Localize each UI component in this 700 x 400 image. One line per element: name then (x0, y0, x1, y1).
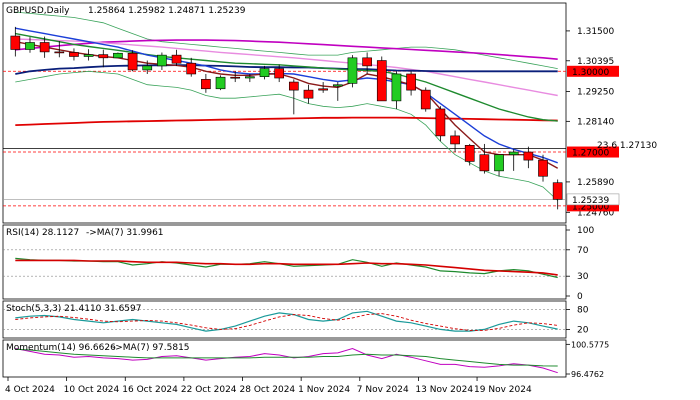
candle-body-8 (127, 52, 138, 71)
stoch-d-line (15, 313, 558, 331)
candle-body-23 (347, 57, 358, 84)
candle-body-10 (157, 54, 167, 67)
candle-body-15 (230, 76, 241, 79)
candle-body-24 (362, 57, 372, 67)
rsi-y-tick-label-1: 70 (577, 246, 589, 256)
rsi-y-tick-label-0: 100 (577, 226, 594, 236)
y-tick-label-0: 1.31500 (577, 27, 614, 37)
candle-body-29 (435, 108, 446, 137)
momentum-line (15, 347, 558, 374)
main-price-panel: 1.31500 1.30395 1.29250 1.28140 1.25890 1.247… (3, 11, 620, 218)
ohlc-readout: 1.25864 1.25982 1.24871 1.25239 (88, 6, 246, 16)
momentum-ma-label: ->MA(7) 97.5815 (112, 343, 190, 353)
y-tick-label-2: 1.29250 (577, 87, 614, 97)
x-tick-label-3: 22 Oct 2024 (181, 385, 237, 395)
rsi-panel-frame (2, 224, 567, 300)
rsi-ma-label: ->MA(7) 31.9961 (86, 228, 164, 238)
rsi-y-tick-label-2: 30 (577, 272, 589, 282)
x-tick-label-6: 7 Nov 2024 (357, 385, 409, 395)
candle-body-2 (39, 42, 50, 53)
candle-body-6 (98, 54, 109, 59)
momentum-y-tick-label-0: 100.5775 (571, 340, 609, 349)
x-tick-label-8: 19 Nov 2024 (474, 385, 532, 395)
main-panel-frame (2, 2, 567, 224)
candle-body-32 (479, 154, 490, 172)
candle-body-20 (303, 89, 314, 99)
level-tag-2 (567, 200, 619, 212)
stoch-panel: 80 20 (3, 306, 589, 335)
symbol-label: GBPUSD,Daily (6, 6, 70, 16)
stoch-y-tick-label-1: 20 (577, 325, 589, 335)
x-tick-label-2: 16 Oct 2024 (122, 385, 178, 395)
candle-body-21 (318, 88, 328, 91)
candle-body-11 (171, 54, 182, 64)
sma-red-line (15, 116, 558, 126)
momentum-panel-frame (2, 339, 567, 378)
candle-body-0 (10, 35, 21, 50)
candle-body-17 (259, 68, 270, 77)
sma-pink-line (15, 38, 558, 97)
level-tag-label-0: 1.30000 (572, 68, 609, 78)
x-tick-label-5: 1 Nov 2024 (298, 385, 350, 395)
candle-body-16 (245, 76, 255, 79)
candle-body-27 (406, 73, 416, 91)
stoch-panel-frame (2, 300, 567, 339)
x-tick-label-0: 4 Oct 2024 (5, 385, 55, 395)
candle-body-14 (215, 76, 226, 90)
stoch-y-tick-label-0: 80 (577, 306, 589, 316)
sma-green-line (15, 32, 558, 122)
candle-body-33 (494, 154, 504, 172)
candle-body-7 (113, 52, 123, 59)
candle-body-35 (523, 151, 534, 161)
y-tick-label-4: 1.25890 (577, 178, 614, 188)
candle-body-36 (538, 159, 548, 177)
stoch-label: Stoch(5,3,3) 21.4110 31.6597 (6, 304, 141, 314)
candle-body-12 (186, 62, 197, 75)
candle-body-28 (420, 89, 431, 110)
y-tick-label-1: 1.30395 (577, 57, 614, 67)
candle-body-34 (508, 151, 519, 156)
rsi-label: RSI(14) 28.1127 (6, 228, 79, 238)
sma-blue-line (15, 27, 558, 164)
level-tag-label-1: 1.27000 (572, 149, 609, 159)
momentum-panel: 100.5775 96.4762 (15, 340, 609, 379)
y-tick-label-5: 1.24760 (577, 208, 614, 218)
stoch-k-line (15, 310, 558, 332)
candle-body-3 (54, 51, 65, 54)
candle-body-18 (274, 68, 285, 79)
x-tick-label-4: 28 Oct 2024 (240, 385, 296, 395)
candle-body-19 (288, 81, 299, 91)
level-tag-0 (567, 65, 619, 77)
fib-label: 23.6 1.27130 (597, 141, 657, 151)
candle-body-37 (552, 182, 563, 200)
candle-body-5 (83, 54, 94, 57)
candle-body-26 (391, 73, 402, 102)
candle-body-25 (376, 60, 387, 102)
y-tick-label-3: 1.28140 (577, 117, 614, 127)
current-price-tag-label: 1.25239 (572, 196, 609, 206)
rsi-panel: 100 70 30 0 (3, 226, 594, 302)
rsi-y-tick-label-3: 0 (577, 292, 583, 302)
sma-magenta-line (15, 39, 558, 60)
momentum-y-tick-label-1: 96.4762 (571, 370, 604, 379)
sma-navy-line (15, 64, 558, 75)
candle-body-9 (142, 65, 153, 71)
candle-body-31 (464, 144, 475, 162)
momentum-label: Momentum(14) 96.6626 (6, 343, 116, 353)
momentum-ma-line (15, 348, 558, 367)
level-tag-1 (567, 146, 619, 158)
candle-body-13 (201, 79, 211, 90)
candle-body-30 (450, 135, 460, 145)
rsi-ma-line (15, 259, 558, 276)
candle-body-1 (25, 42, 35, 50)
current-price-tag (566, 193, 620, 206)
candle-body-22 (332, 84, 343, 87)
level-tag-label-2: 1.25000 (572, 202, 609, 212)
x-tick-label-1: 10 Oct 2024 (64, 385, 120, 395)
x-tick-label-7: 13 Nov 2024 (415, 385, 473, 395)
x-axis: 4 Oct 2024 10 Oct 2024 16 Oct 2024 22 Oct 2… (5, 377, 532, 395)
candle-body-4 (69, 52, 79, 57)
